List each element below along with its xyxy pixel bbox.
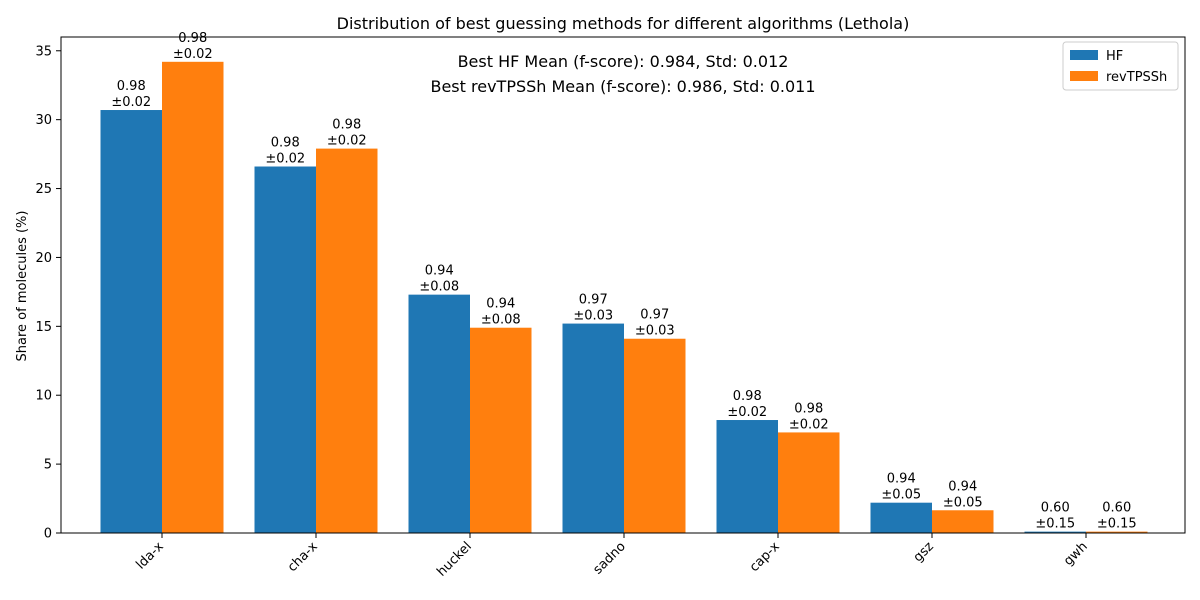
- data-label-error: ±0.02: [727, 405, 767, 420]
- plot-area: 0.98±0.020.98±0.020.94±0.080.97±0.030.98…: [35, 31, 1186, 580]
- data-label-value: 0.97: [640, 308, 669, 323]
- data-label-value: 0.98: [178, 31, 207, 46]
- data-label-value: 0.94: [948, 479, 977, 494]
- bar-revtpssh-huckel: [470, 327, 532, 533]
- x-tick-label: huckel: [434, 539, 475, 580]
- bar-hf-gwh: [1024, 531, 1086, 533]
- bar-revtpssh-gsz: [932, 510, 994, 533]
- data-label-error: ±0.02: [265, 152, 305, 167]
- x-tick-label: sadno: [591, 539, 629, 577]
- legend: HF revTPSSh: [1062, 41, 1179, 91]
- data-label-error: ±0.02: [327, 134, 367, 149]
- data-label-error: ±0.02: [173, 47, 213, 62]
- bar-revtpssh-lda-x: [162, 61, 224, 534]
- bar-hf-lda-x: [100, 110, 162, 534]
- bar-hf-gsz: [870, 502, 932, 533]
- bar-revtpssh-gwh: [1086, 531, 1148, 533]
- data-label-value: 0.98: [733, 389, 762, 404]
- data-label-value: 0.60: [1102, 501, 1131, 516]
- y-tick-label: 20: [35, 251, 52, 266]
- x-tick-label: lda-x: [133, 539, 167, 573]
- series-hf: 0.98±0.020.98±0.020.94±0.080.97±0.030.98…: [100, 79, 1086, 534]
- data-label-error: ±0.15: [1035, 517, 1075, 532]
- bar-revtpssh-cap-x: [778, 432, 840, 533]
- legend-label-hf: HF: [1106, 49, 1123, 64]
- bar-hf-sadno: [562, 323, 624, 533]
- data-label-value: 0.94: [425, 264, 454, 279]
- data-label-error: ±0.02: [111, 95, 151, 110]
- data-label-value: 0.98: [794, 401, 823, 416]
- data-label-error: ±0.02: [789, 417, 829, 432]
- y-tick-label: 5: [44, 458, 52, 473]
- data-label-value: 0.98: [332, 118, 361, 133]
- data-label-error: ±0.05: [881, 488, 921, 503]
- y-tick-label: 10: [35, 389, 52, 404]
- axes-frame: [60, 36, 1186, 534]
- data-label-error: ±0.03: [573, 309, 613, 324]
- chart-title: Distribution of best guessing methods fo…: [337, 14, 910, 33]
- x-tick-label: cha-x: [285, 539, 321, 575]
- data-label-error: ±0.05: [943, 495, 983, 510]
- legend-label-revtpssh: revTPSSh: [1106, 70, 1167, 85]
- data-label-error: ±0.03: [635, 324, 675, 339]
- data-label-value: 0.60: [1041, 501, 1070, 516]
- data-label-value: 0.97: [579, 293, 608, 308]
- data-label-error: ±0.08: [419, 280, 459, 295]
- bar-hf-cap-x: [716, 420, 778, 533]
- y-tick-label: 25: [35, 182, 52, 197]
- data-label-value: 0.94: [887, 472, 916, 487]
- y-axis-label: Share of molecules (%): [15, 211, 30, 362]
- y-tick-label: 30: [35, 113, 52, 128]
- x-tick-label: gsz: [911, 539, 937, 565]
- data-label-value: 0.98: [117, 79, 146, 94]
- data-label-error: ±0.15: [1097, 517, 1137, 532]
- legend-swatch-hf: [1070, 50, 1098, 60]
- y-tick-label: 0: [44, 527, 52, 542]
- series-revtpssh: 0.98±0.020.98±0.020.94±0.08 0.97±0.030.98…: [162, 31, 1148, 534]
- x-tick-label: cap-x: [747, 539, 783, 575]
- bar-revtpssh-cha-x: [316, 148, 378, 533]
- bar-hf-cha-x: [254, 166, 316, 533]
- bar-revtpssh-sadno: [624, 338, 686, 533]
- data-label-value: 0.94: [486, 297, 515, 312]
- data-label-value: 0.98: [271, 136, 300, 151]
- data-label-error: ±0.08: [481, 313, 521, 328]
- annotation-hf: Best HF Mean (f-score): 0.984, Std: 0.01…: [458, 52, 789, 71]
- x-tick-label: gwh: [1061, 539, 1091, 569]
- annotation-revtpssh: Best revTPSSh Mean (f-score): 0.986, Std…: [430, 77, 815, 96]
- y-tick-label: 15: [35, 320, 52, 335]
- legend-swatch-revtpssh: [1070, 71, 1098, 81]
- y-tick-label: 35: [35, 44, 52, 59]
- bar-hf-huckel: [408, 294, 470, 533]
